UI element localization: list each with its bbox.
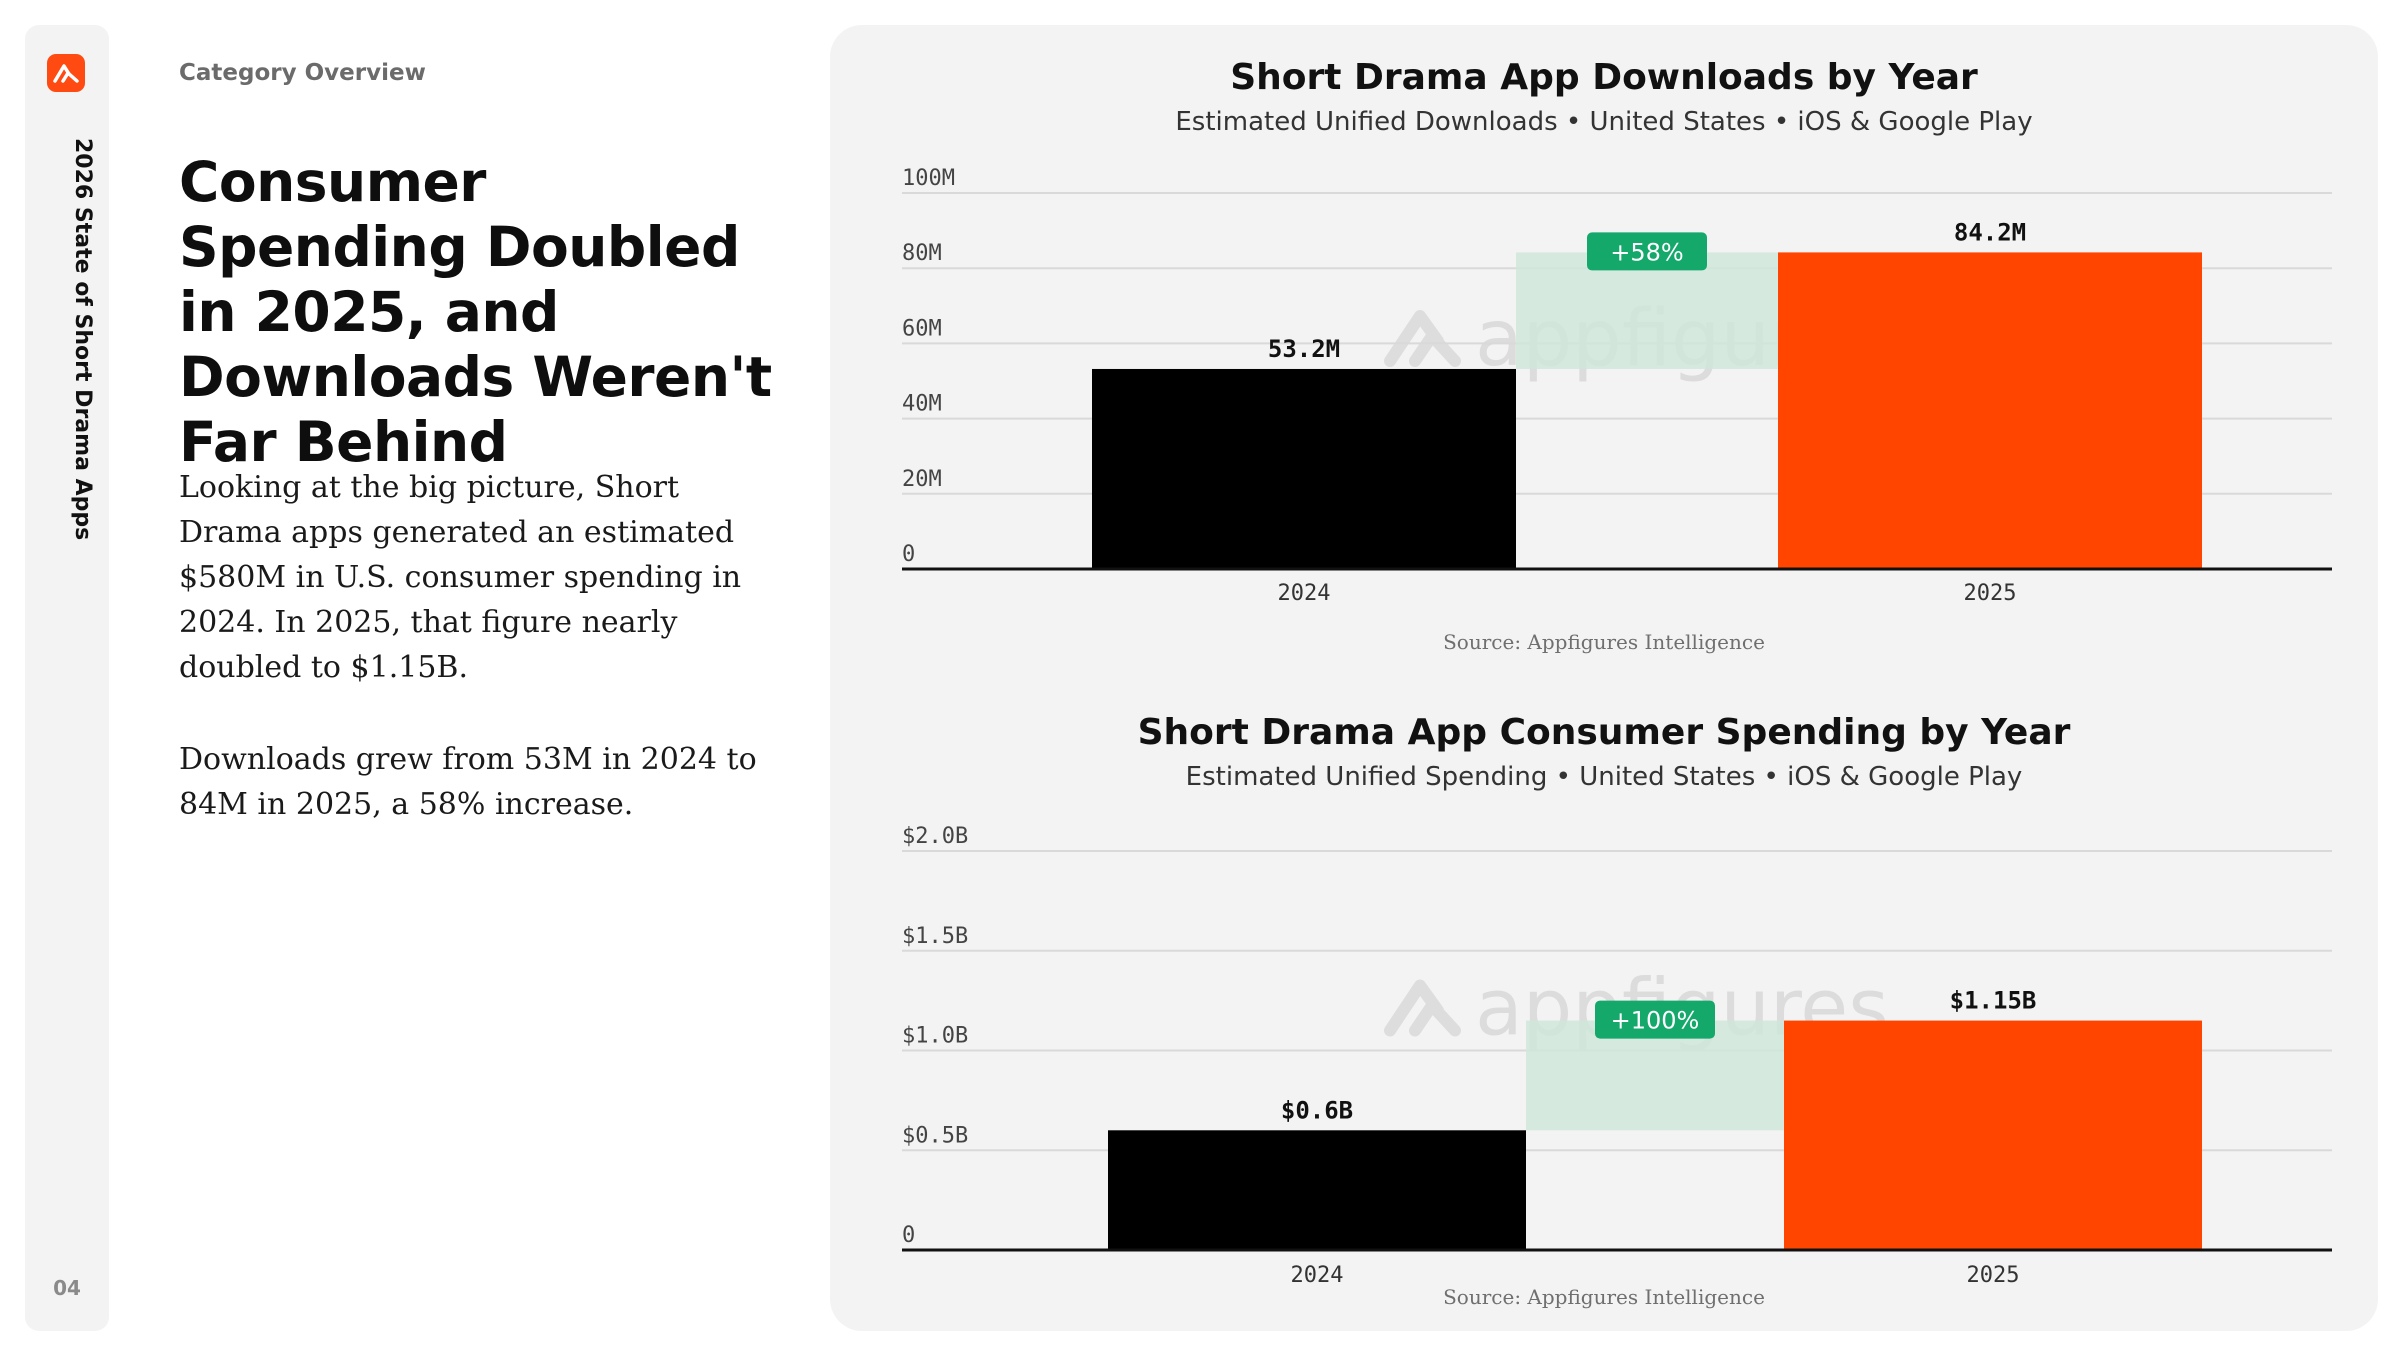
charts-panel: Short Drama App Downloads by Year Estima… <box>830 25 2378 1331</box>
downloads-chart-plot: appfigures020M40M60M80M100M53.2M202484.2… <box>902 166 2332 606</box>
chart-title: Short Drama App Downloads by Year <box>1230 57 1978 98</box>
y-tick-label: 0 <box>902 1223 915 1248</box>
body-paragraph-1: Looking at the big picture, Short Drama … <box>179 470 742 685</box>
y-tick-label: 100M <box>902 166 955 191</box>
page-number: 04 <box>53 1276 81 1300</box>
chart-source: Source: Appfigures Intelligence <box>1443 1285 1765 1309</box>
bar-2024 <box>1092 368 1516 569</box>
bar-2025 <box>1778 252 2202 569</box>
report-title: 2026 State of Short Drama Apps <box>70 138 95 541</box>
downloads-chart: Short Drama App Downloads by Year Estima… <box>830 25 2378 685</box>
bar-2025 <box>1784 1020 2202 1250</box>
body-paragraph-2: Downloads grew from 53M in 2024 to 84M i… <box>179 742 757 822</box>
chart-title: Short Drama App Consumer Spending by Yea… <box>1137 712 2071 753</box>
chart-subtitle: Estimated Unified Spending • United Stat… <box>1185 762 2023 792</box>
chart-source: Source: Appfigures Intelligence <box>1443 630 1765 654</box>
growth-badge <box>1587 232 1707 271</box>
x-tick-label: 2025 <box>1964 581 2017 606</box>
bar-2024 <box>1108 1130 1526 1250</box>
watermark-logo <box>1384 979 1461 1037</box>
growth-band <box>1526 1020 1784 1131</box>
y-tick-label: $2.0B <box>902 824 968 849</box>
data-label: $0.6B <box>1281 1096 1353 1124</box>
section-eyebrow: Category Overview <box>179 60 426 86</box>
x-tick-label: 2024 <box>1278 581 1331 606</box>
y-tick-label: $1.0B <box>902 1024 968 1049</box>
growth-band <box>1516 252 1778 369</box>
page-headline: Consumer Spending Doubled in 2025, and D… <box>179 150 772 474</box>
growth-badge <box>1595 1000 1715 1039</box>
y-tick-label: 80M <box>902 241 942 266</box>
y-tick-label: 0 <box>902 542 915 567</box>
data-label: 84.2M <box>1954 218 2026 246</box>
spending-chart: Short Drama App Consumer Spending by Yea… <box>830 685 2378 1331</box>
growth-badge-label: +58% <box>1610 238 1683 266</box>
appfigures-logo-icon <box>47 54 85 92</box>
y-tick-label: $0.5B <box>902 1123 968 1148</box>
y-tick-label: $1.5B <box>902 924 968 949</box>
spending-chart-plot: appfigures0$0.5B$1.0B$1.5B$2.0B$0.6B2024… <box>902 824 2332 1288</box>
x-tick-label: 2024 <box>1291 1263 1344 1288</box>
side-rail: 2026 State of Short Drama Apps 04 <box>25 25 109 1331</box>
x-tick-label: 2025 <box>1967 1263 2020 1288</box>
y-tick-label: 20M <box>902 467 942 492</box>
watermark-logo <box>1384 310 1461 367</box>
chart-subtitle: Estimated Unified Downloads • United Sta… <box>1175 107 2033 137</box>
y-tick-label: 40M <box>902 392 942 417</box>
y-tick-label: 60M <box>902 316 942 341</box>
data-label: 53.2M <box>1268 335 1340 363</box>
growth-badge-label: +100% <box>1611 1007 1700 1035</box>
data-label: $1.15B <box>1950 987 2037 1015</box>
